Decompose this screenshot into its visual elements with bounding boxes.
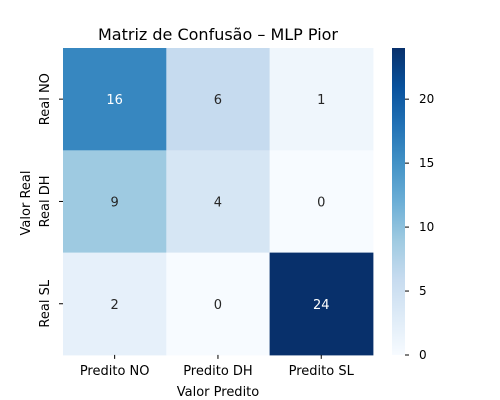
cell-value-label: 6 <box>214 93 222 108</box>
cell-value-label: 9 <box>111 195 119 210</box>
heatmap-cell <box>269 252 374 356</box>
x-axis-ticks: Predito NO Predito DH Predito SL <box>80 354 355 379</box>
cell-value-label: 1 <box>317 93 325 108</box>
heatmap-cell <box>63 252 167 356</box>
cell-value-label: 16 <box>106 93 123 108</box>
x-tick-label: Predito DH <box>183 364 253 379</box>
x-tick-label: Predito NO <box>80 364 150 379</box>
y-tick-label: Real NO <box>38 73 53 125</box>
heatmap-cell <box>269 150 374 254</box>
colorbar-tick-label: 5 <box>419 284 427 298</box>
heatmap-cells: 16 6 1 9 4 0 2 0 24 <box>63 48 374 356</box>
cell-value-label: 24 <box>313 298 330 313</box>
colorbar: 0 5 10 15 20 <box>392 48 434 362</box>
colorbar-tick-label: 20 <box>419 92 434 106</box>
heatmap-cell <box>166 150 271 254</box>
heatmap-cell <box>269 48 374 151</box>
x-axis-label: Valor Predito <box>177 385 260 400</box>
colorbar-tick-label: 0 <box>419 348 427 362</box>
heatmap-cell <box>166 252 271 356</box>
colorbar-gradient <box>392 48 405 355</box>
chart-title: Matriz de Confusão – MLP Pior <box>98 25 338 44</box>
heatmap-cell <box>166 48 271 151</box>
cell-value-label: 0 <box>214 298 222 313</box>
y-tick-label: Real SL <box>38 279 53 327</box>
colorbar-tick-label: 15 <box>419 156 434 170</box>
colorbar-tick-label: 10 <box>419 220 434 234</box>
heatmap-cell <box>63 48 167 151</box>
cell-value-label: 4 <box>214 195 222 210</box>
x-tick-label: Predito SL <box>289 364 355 379</box>
heatmap-cell <box>63 150 167 254</box>
cell-value-label: 0 <box>317 195 325 210</box>
y-axis-ticks: Real NO Real DH Real SL <box>38 73 63 328</box>
y-axis-label: Valor Real <box>19 171 34 236</box>
y-tick-label: Real DH <box>38 175 53 227</box>
cell-value-label: 2 <box>111 298 119 313</box>
